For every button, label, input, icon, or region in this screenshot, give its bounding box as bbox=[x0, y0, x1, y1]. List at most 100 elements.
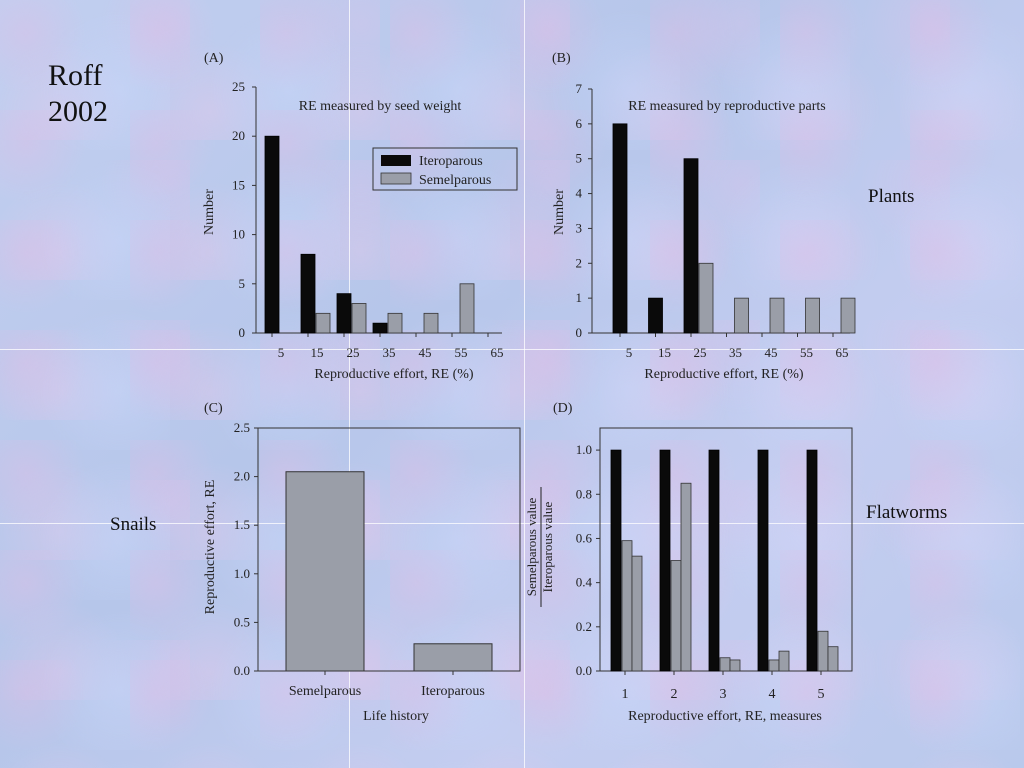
slide-divider-vertical-1 bbox=[349, 0, 350, 768]
y-tick-label: 20 bbox=[232, 128, 245, 143]
x-tick-label: 5 bbox=[626, 345, 633, 360]
slide-divider-horizontal-2 bbox=[0, 523, 1024, 524]
x-tick-label: 65 bbox=[836, 345, 849, 360]
x-tick-label: 2 bbox=[671, 687, 678, 702]
bar-semelparous bbox=[315, 312, 331, 334]
y-tick-label: 2.0 bbox=[234, 469, 250, 484]
x-tick-label: 65 bbox=[491, 345, 504, 360]
legend-label-iteroparous: Iteroparous bbox=[419, 154, 483, 169]
bar-series-3 bbox=[631, 555, 643, 672]
bar-semelparous bbox=[769, 297, 785, 334]
bar-semelparous bbox=[698, 262, 714, 334]
x-tick-label: 25 bbox=[694, 345, 707, 360]
legend: Iteroparous Semelparous bbox=[372, 147, 518, 191]
y-axis-label: Number bbox=[202, 189, 217, 235]
y-tick-label: 6 bbox=[576, 116, 583, 131]
slide-divider-vertical-2 bbox=[524, 0, 525, 768]
y-tick-label: 0.0 bbox=[576, 663, 592, 678]
bar-series-3 bbox=[778, 650, 790, 672]
x-tick-label: 55 bbox=[800, 345, 813, 360]
plot-frame bbox=[257, 427, 521, 672]
bar-semelparous bbox=[423, 312, 439, 334]
y-tick-label: 3 bbox=[576, 220, 583, 235]
bar-semelparous bbox=[840, 297, 856, 334]
bar-series-2 bbox=[621, 540, 633, 672]
x-tick-label: 45 bbox=[765, 345, 778, 360]
legend-swatch-iteroparous bbox=[381, 155, 411, 166]
legend-label-semelparous: Semelparous bbox=[419, 173, 491, 188]
y-tick-label: 0 bbox=[576, 325, 583, 340]
panel-label: (B) bbox=[552, 51, 571, 66]
bar-iteroparous bbox=[413, 643, 493, 672]
x-tick-label: 5 bbox=[278, 345, 285, 360]
bar-series-2 bbox=[768, 659, 780, 672]
chart-title: RE measured by seed weight bbox=[299, 99, 462, 114]
legend-box bbox=[372, 147, 518, 191]
bar-iteroparous bbox=[372, 322, 388, 334]
x-tick-label: 25 bbox=[347, 345, 360, 360]
y-tick-label: 2.5 bbox=[234, 420, 250, 435]
x-tick-label: Iteroparous bbox=[421, 684, 485, 699]
x-tick-label: 5 bbox=[818, 687, 825, 702]
y-tick-label: 10 bbox=[232, 227, 245, 242]
x-axis-label: Life history bbox=[363, 709, 429, 724]
y-tick-label: 0.6 bbox=[576, 530, 593, 545]
bar-series-2 bbox=[719, 657, 731, 672]
panel-label: (D) bbox=[553, 401, 573, 416]
bar-semelparous bbox=[285, 471, 365, 672]
bar-iteroparous bbox=[336, 293, 352, 334]
bar-iteroparous bbox=[683, 158, 699, 334]
x-tick-label: 15 bbox=[311, 345, 324, 360]
y-tick-label: 1.0 bbox=[576, 442, 592, 457]
y-axis-label: Reproductive effort, RE bbox=[203, 480, 218, 615]
bar-series-1 bbox=[610, 449, 622, 672]
y-tick-label: 2 bbox=[576, 255, 583, 270]
x-tick-label: 45 bbox=[419, 345, 432, 360]
x-tick-label: Semelparous bbox=[289, 684, 361, 699]
y-tick-label: 7 bbox=[576, 81, 583, 96]
chart-title: RE measured by reproductive parts bbox=[628, 99, 826, 114]
bar-series-1 bbox=[806, 449, 818, 672]
label-flatworms: Flatworms bbox=[866, 502, 948, 523]
bar-semelparous bbox=[351, 303, 367, 334]
x-tick-label: 55 bbox=[455, 345, 468, 360]
y-tick-label: 1.0 bbox=[234, 566, 250, 581]
x-tick-label: 35 bbox=[729, 345, 742, 360]
legend-swatch-semelparous bbox=[380, 172, 412, 185]
y-tick-label: 0.0 bbox=[234, 663, 250, 678]
y-tick-label: 1.5 bbox=[234, 517, 250, 532]
panel-c: (C) 0.0 0.5 1.0 1.5 2.0 2.5 Semelparous Iteropar… bbox=[203, 401, 521, 724]
bar-semelparous bbox=[805, 297, 820, 334]
y-tick-label: 0.8 bbox=[576, 486, 592, 501]
x-axis-label: Reproductive effort, RE (%) bbox=[644, 367, 803, 382]
bar-iteroparous bbox=[612, 123, 628, 334]
bar-iteroparous bbox=[300, 253, 316, 334]
bar-series-3 bbox=[827, 646, 839, 672]
x-tick-label: 3 bbox=[720, 687, 727, 702]
bar-series-2 bbox=[670, 560, 682, 672]
bar-series-1 bbox=[708, 449, 720, 672]
bar-iteroparous bbox=[264, 135, 280, 334]
x-tick-label: 15 bbox=[658, 345, 671, 360]
bar-semelparous bbox=[734, 297, 749, 334]
panel-label: (C) bbox=[204, 401, 223, 416]
label-snails: Snails bbox=[110, 514, 157, 535]
slide-title: Roff 2002 bbox=[48, 59, 108, 128]
bar-semelparous bbox=[459, 283, 475, 334]
y-tick-label: 5 bbox=[576, 151, 583, 166]
y-tick-label: 0 bbox=[239, 325, 246, 340]
bar-series-1 bbox=[659, 449, 671, 672]
bar-series-3 bbox=[680, 482, 692, 672]
y-tick-label: 5 bbox=[239, 276, 246, 291]
bar-series-1 bbox=[757, 449, 769, 672]
x-tick-label: 35 bbox=[383, 345, 396, 360]
panel-label: (A) bbox=[204, 51, 224, 66]
y-axis-label-top: Semelparous value bbox=[524, 497, 539, 596]
y-tick-label: 4 bbox=[576, 186, 583, 201]
panel-a: (A) RE measured by seed weight 0 5 10 15 20 25 5… bbox=[202, 51, 518, 382]
bar-series-3 bbox=[729, 659, 741, 672]
x-tick-label: 4 bbox=[769, 687, 776, 702]
slide-divider-horizontal-1 bbox=[0, 349, 1024, 350]
y-axis-label-bottom: Iteroparous value bbox=[540, 501, 555, 592]
